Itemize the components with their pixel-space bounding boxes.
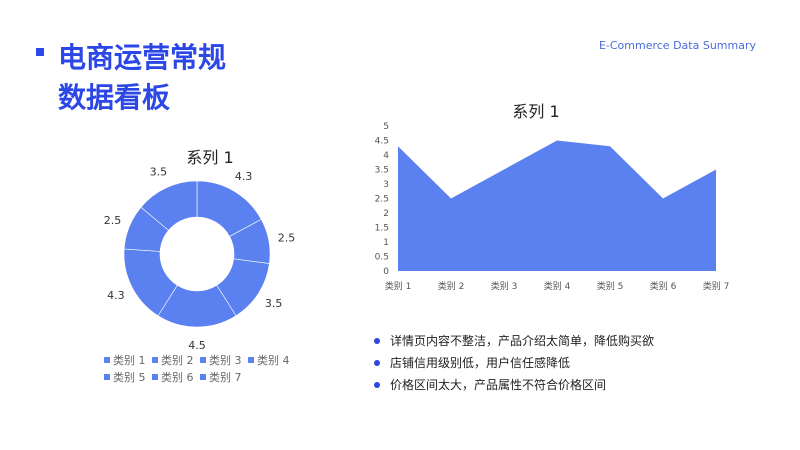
area-series bbox=[398, 140, 716, 271]
legend-label: 类别 5 bbox=[113, 370, 146, 384]
x-tick-label: 类别 1 bbox=[385, 280, 412, 292]
y-tick-label: 1.5 bbox=[375, 224, 389, 234]
y-tick-label: 3.5 bbox=[375, 166, 389, 176]
donut-legend: 类别 1 类别 2 类别 3 类别 4 类别 5 类别 6 类别 7 bbox=[104, 353, 290, 384]
donut-slice bbox=[140, 180, 198, 231]
y-tick-label: 2.5 bbox=[375, 195, 389, 205]
donut-chart-title: 系列 1 bbox=[186, 148, 233, 167]
finding-item: 价格区间太大，产品属性不符合价格区间 bbox=[372, 374, 654, 396]
bullet-dot bbox=[374, 338, 380, 344]
y-tick-label: 2 bbox=[383, 209, 389, 219]
donut-value-label: 3.5 bbox=[150, 166, 168, 179]
title-line-2: 数据看板 bbox=[58, 81, 171, 114]
title-line-1: 电商运营常规 bbox=[58, 41, 227, 74]
donut-value-label: 4.3 bbox=[235, 170, 253, 183]
legend-label: 类别 4 bbox=[257, 353, 290, 367]
finding-text: 店铺信用级别低，用户信任感降低 bbox=[390, 356, 571, 370]
x-tick-label: 类别 2 bbox=[438, 280, 465, 292]
y-tick-label: 3 bbox=[383, 180, 389, 190]
legend-swatch bbox=[200, 357, 206, 363]
x-tick-label: 类别 6 bbox=[650, 280, 677, 292]
legend-label: 类别 3 bbox=[209, 353, 242, 367]
legend-label: 类别 2 bbox=[161, 353, 194, 367]
donut-value-label: 3.5 bbox=[265, 297, 283, 310]
area-chart-title: 系列 1 bbox=[512, 102, 559, 121]
legend-swatch bbox=[104, 357, 110, 363]
y-tick-label: 0.5 bbox=[375, 253, 389, 263]
accent-square bbox=[36, 48, 44, 56]
y-tick-label: 4 bbox=[383, 151, 389, 161]
page-title: 电商运营常规 数据看板 bbox=[58, 38, 226, 118]
donut-value-label: 2.5 bbox=[104, 214, 122, 227]
finding-item: 店铺信用级别低，用户信任感降低 bbox=[372, 352, 654, 374]
y-tick-label: 1 bbox=[383, 238, 389, 248]
y-tick-label: 0 bbox=[383, 267, 389, 277]
legend-label: 类别 6 bbox=[161, 370, 194, 384]
page-subtitle: E-Commerce Data Summary bbox=[598, 39, 756, 52]
legend-swatch bbox=[152, 374, 158, 380]
x-tick-label: 类别 3 bbox=[491, 280, 518, 292]
finding-text: 详情页内容不整洁，产品介绍太简单，降低购买欲 bbox=[390, 334, 655, 348]
y-tick-label: 4.5 bbox=[375, 137, 389, 147]
area-chart: 系列 1 0 0.5 1 1.5 2 2.5 3 3.5 4 4.5 5 类别 1 类别 2 类别 3 类… bbox=[375, 102, 730, 292]
legend-swatch bbox=[104, 374, 110, 380]
finding-text: 价格区间太大，产品属性不符合价格区间 bbox=[390, 378, 607, 392]
legend-swatch bbox=[248, 357, 254, 363]
y-tick-label: 5 bbox=[383, 122, 389, 132]
bullet-dot bbox=[374, 382, 380, 388]
donut-value-label: 2.5 bbox=[278, 232, 296, 245]
x-tick-label: 类别 4 bbox=[544, 280, 571, 292]
findings-list: 详情页内容不整洁，产品介绍太简单，降低购买欲 店铺信用级别低，用户信任感降低 价… bbox=[372, 330, 654, 396]
donut-value-label: 4.3 bbox=[107, 289, 125, 302]
legend-label: 类别 1 bbox=[113, 353, 146, 367]
legend-swatch bbox=[152, 357, 158, 363]
x-tick-label: 类别 5 bbox=[597, 280, 624, 292]
legend-swatch bbox=[200, 374, 206, 380]
x-tick-label: 类别 7 bbox=[703, 280, 730, 292]
donut-value-label: 4.5 bbox=[188, 339, 206, 352]
legend-label: 类别 7 bbox=[209, 370, 242, 384]
finding-item: 详情页内容不整洁，产品介绍太简单，降低购买欲 bbox=[372, 330, 654, 352]
bullet-dot bbox=[374, 360, 380, 366]
